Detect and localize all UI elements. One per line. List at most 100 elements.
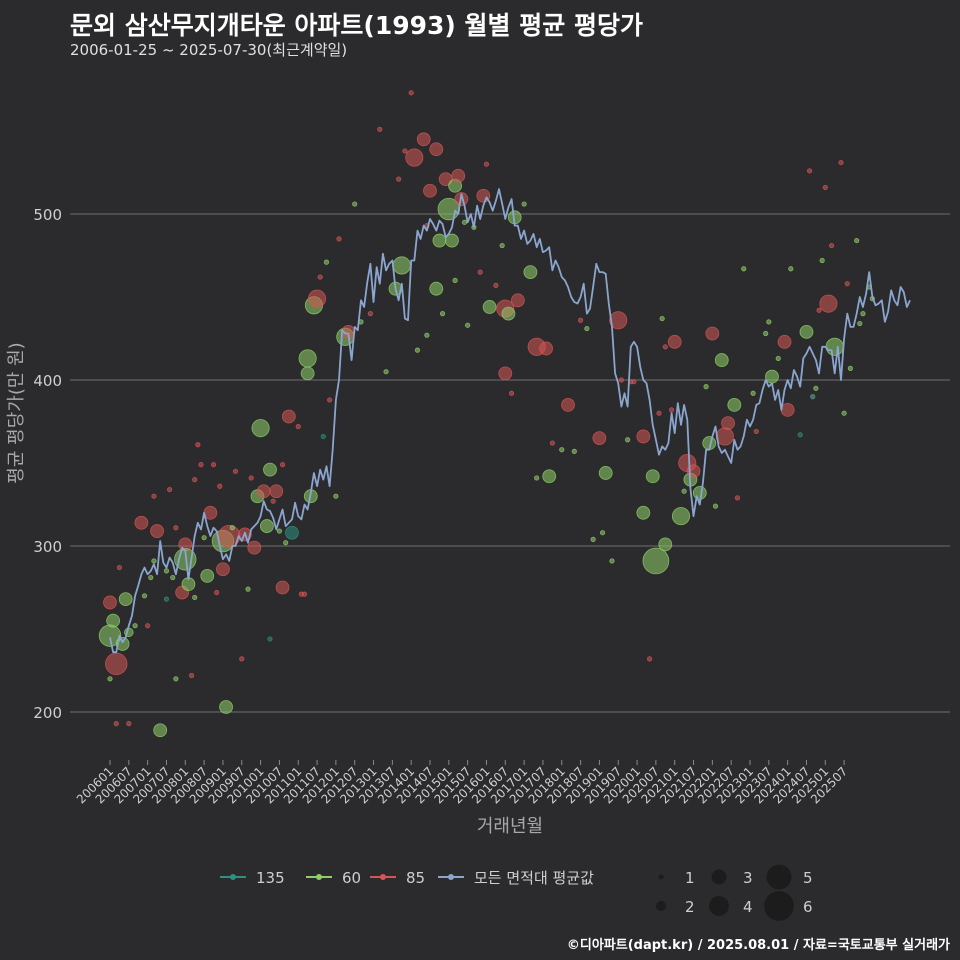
point-85-61 [279, 462, 286, 468]
point-60-3 [106, 613, 121, 628]
point-60-13 [141, 593, 148, 599]
point-85-66 [295, 423, 301, 430]
point-60-105 [452, 277, 458, 283]
point-85-22 [167, 486, 173, 493]
point-60-195 [841, 410, 847, 416]
legend-dot-85 [380, 874, 386, 880]
point-135-20 [163, 596, 170, 602]
point-85-102 [438, 172, 453, 187]
point-60-25 [173, 676, 179, 682]
legend-label-avg: 모든 면적대 평균값 [474, 869, 594, 887]
point-60-131 [559, 447, 565, 453]
point-85-90 [402, 148, 408, 154]
point-60-100 [432, 233, 447, 248]
point-85-141 [609, 311, 628, 330]
point-85-14 [145, 623, 151, 629]
x-axis-label: 거래년월 [477, 816, 543, 837]
point-60-110 [465, 322, 471, 328]
chart-subtitle: 2006-01-25 ~ 2025-07-30(최근계약일) [70, 41, 348, 59]
point-85-33 [195, 442, 201, 448]
point-85-64 [281, 409, 296, 424]
point-60-120 [501, 306, 516, 321]
point-85-91 [408, 90, 414, 96]
point-85-6 [116, 564, 123, 571]
point-85-92 [405, 148, 424, 167]
legend-dot-60 [316, 874, 322, 880]
point-85-194 [838, 159, 844, 166]
point-60-152 [659, 315, 665, 322]
point-85-165 [705, 326, 720, 341]
point-85-12 [134, 515, 149, 530]
point-85-148 [647, 656, 653, 662]
size-label-6: 6 [803, 898, 813, 916]
size-circle-1 [658, 874, 664, 880]
point-85-130 [549, 440, 555, 446]
point-60-70 [298, 349, 317, 368]
point-60-158 [681, 488, 687, 494]
point-60-76 [323, 259, 330, 265]
point-60-138 [599, 530, 606, 536]
point-85-151 [656, 410, 662, 416]
point-60-189 [819, 257, 825, 264]
point-85-184 [807, 168, 813, 174]
point-85-77 [327, 397, 333, 403]
point-85-155 [668, 407, 675, 413]
point-60-115 [482, 300, 497, 314]
point-85-188 [816, 307, 822, 313]
point-85-38 [210, 462, 217, 468]
point-60-183 [799, 324, 814, 339]
point-60-101 [439, 310, 446, 317]
point-60-162 [692, 485, 707, 500]
point-60-109 [461, 219, 468, 225]
point-85-46 [232, 468, 239, 474]
size-circle-5 [766, 864, 792, 890]
point-60-32 [192, 594, 198, 601]
point-85-98 [429, 142, 444, 157]
y-tick-500: 500 [33, 206, 62, 224]
point-85-50 [248, 475, 254, 481]
point-60-0 [107, 676, 113, 682]
point-60-150 [642, 547, 670, 575]
point-85-123 [510, 293, 525, 308]
point-60-149 [645, 469, 660, 484]
point-60-147 [636, 505, 651, 520]
point-60-154 [658, 537, 673, 552]
point-60-199 [857, 320, 863, 327]
point-85-9 [126, 721, 132, 727]
point-60-143 [625, 437, 631, 443]
point-135-65 [285, 525, 299, 540]
point-85-24 [173, 525, 179, 531]
point-85-30 [188, 672, 195, 679]
point-60-167 [714, 353, 729, 367]
point-85-34 [198, 462, 204, 468]
point-60-172 [741, 266, 747, 272]
point-85-137 [592, 431, 607, 446]
point-60-96 [424, 332, 430, 338]
point-60-19 [153, 723, 168, 738]
point-85-79 [336, 236, 342, 242]
legend-dot-135 [230, 874, 236, 880]
point-60-139 [598, 466, 613, 480]
point-85-59 [269, 484, 284, 499]
source-caption: ©디아파트(dapt.kr) / 2025.08.01 / 자료=국토교통부 실… [566, 938, 950, 953]
point-60-99 [429, 281, 444, 296]
point-85-47 [239, 656, 245, 662]
size-circle-4 [709, 896, 729, 916]
point-85-31 [192, 476, 198, 483]
point-85-174 [753, 428, 759, 435]
point-85-180 [780, 402, 795, 417]
point-60-135 [584, 325, 590, 332]
point-60-187 [813, 385, 819, 391]
point-60-117 [499, 242, 505, 249]
point-60-89 [392, 256, 411, 275]
point-85-119 [498, 366, 513, 381]
size-label-1: 1 [685, 869, 695, 887]
point-85-179 [777, 334, 792, 349]
point-85-153 [662, 344, 668, 350]
point-60-124 [521, 201, 527, 207]
size-circle-6 [764, 891, 794, 921]
point-85-191 [819, 294, 838, 313]
point-60-163 [703, 384, 709, 390]
point-85-74 [317, 274, 323, 280]
